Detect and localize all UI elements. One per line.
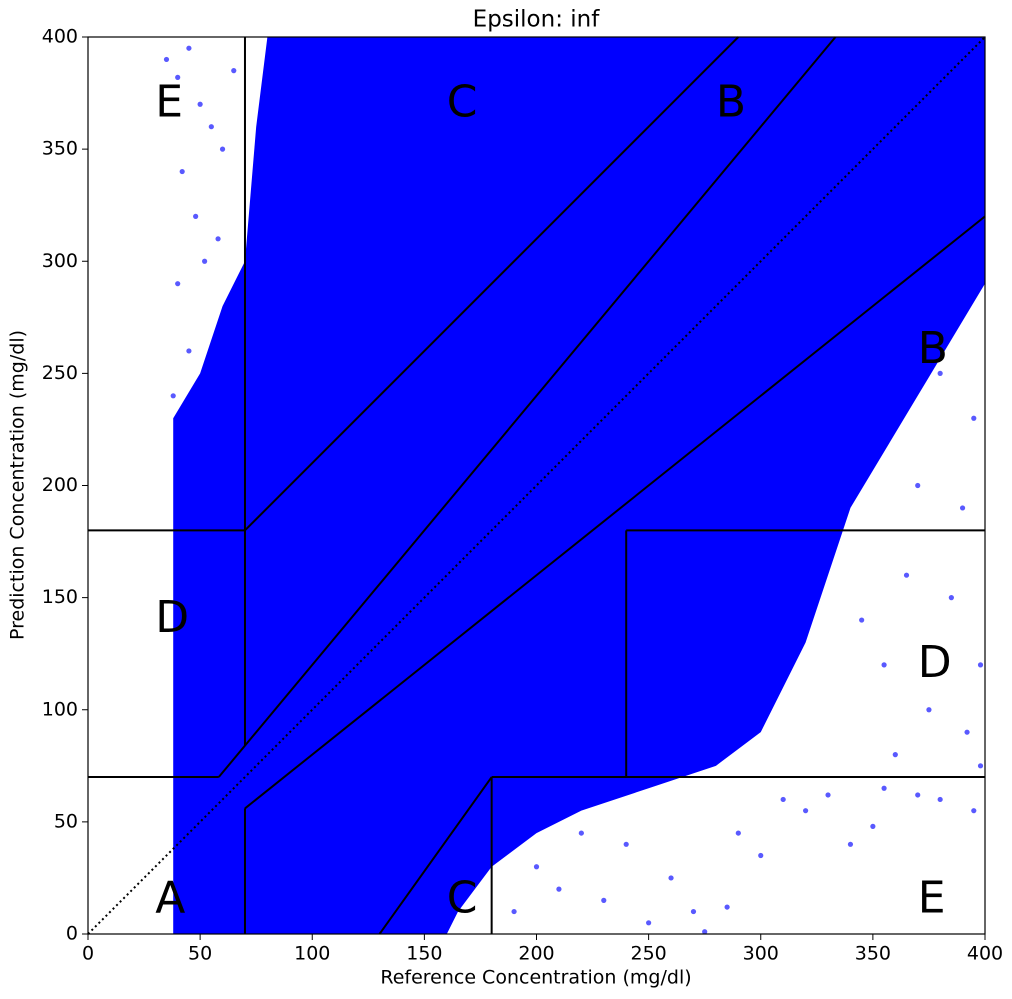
scatter-point <box>977 763 984 769</box>
scatter-point <box>179 168 185 175</box>
x-tick-label: 300 <box>743 943 779 965</box>
scatter-point <box>915 482 921 489</box>
scatter-point <box>202 258 208 264</box>
y-tick-label: 100 <box>42 698 78 720</box>
y-axis-label: Prediction Concentration (mg/dl) <box>7 330 29 640</box>
scatter-point <box>623 841 629 847</box>
scatter-point <box>825 792 831 798</box>
scatter-point <box>847 841 854 847</box>
x-tick-label: 150 <box>406 943 442 965</box>
scatter-point <box>926 707 932 713</box>
scatter-point <box>977 662 984 668</box>
y-tick-label: 150 <box>42 586 78 608</box>
y-tick-label: 350 <box>42 138 78 160</box>
scatter-point <box>556 886 562 892</box>
zone-line <box>244 215 986 810</box>
identity-line <box>87 36 986 935</box>
scatter-point <box>231 68 237 74</box>
scatter-point <box>215 236 221 242</box>
scatter-point <box>578 830 584 836</box>
scatter-point <box>170 393 176 399</box>
x-tick-label: 0 <box>82 943 94 965</box>
scatter-point <box>646 920 652 926</box>
scatter-point <box>702 929 708 935</box>
scatter-point <box>690 908 697 915</box>
scatter-point <box>870 823 876 829</box>
dense-point-cloud <box>173 37 985 934</box>
x-tick-label: 400 <box>967 943 1003 965</box>
scatter-point <box>175 281 181 287</box>
y-tick-label: 200 <box>42 474 78 496</box>
scatter-point <box>758 852 764 859</box>
scatter-point <box>803 808 809 814</box>
x-axis-label: Reference Concentration (mg/dl) <box>380 967 691 989</box>
zone-label: C <box>447 872 478 923</box>
scatter-point <box>903 572 910 578</box>
scatter-point <box>208 124 214 130</box>
zone-line <box>244 36 740 532</box>
chart-title: Epsilon: inf <box>473 7 601 33</box>
scatter-point <box>881 662 887 668</box>
y-tick-label: 400 <box>42 26 78 48</box>
y-tick-label: 300 <box>42 250 78 272</box>
y-tick-label: 0 <box>66 923 78 945</box>
scatter-point <box>881 785 887 791</box>
scatter-point <box>937 370 943 376</box>
zone-label: C <box>447 76 478 127</box>
scatter-point <box>500 841 506 847</box>
scatter-point <box>724 904 730 910</box>
x-tick-label: 50 <box>188 943 212 965</box>
scatter-point <box>964 729 970 735</box>
zone-label: B <box>716 76 746 127</box>
scatter-point <box>186 348 192 354</box>
x-tick-label: 350 <box>855 943 891 965</box>
y-tick-label: 250 <box>42 362 78 384</box>
zone-label: B <box>918 323 948 374</box>
scatter-point <box>219 146 226 152</box>
scatter-point <box>915 792 921 798</box>
x-tick-label: 200 <box>518 943 554 965</box>
y-tick-label: 50 <box>54 810 78 832</box>
scatter-point <box>859 617 865 623</box>
scatter-point <box>193 213 199 219</box>
zone-line <box>218 36 837 778</box>
x-tick-label: 250 <box>630 943 666 965</box>
scatter-point <box>892 325 898 332</box>
zone-label: D <box>155 592 189 643</box>
zone-label: D <box>918 637 952 688</box>
scatter-point <box>533 864 540 870</box>
scatter-point <box>511 908 517 915</box>
zone-line <box>378 776 493 935</box>
x-tick-label: 100 <box>294 943 330 965</box>
scatter-point <box>937 796 943 803</box>
scatter-point <box>780 796 786 803</box>
scatter-point <box>735 830 741 836</box>
scatter-point <box>163 56 170 63</box>
scatter-point <box>892 752 898 758</box>
scatter-point <box>971 415 977 421</box>
scatter-point <box>197 101 203 107</box>
scatter-point <box>224 303 230 309</box>
zone-label: E <box>918 872 946 923</box>
scatter-point <box>668 875 674 881</box>
zone-label: A <box>155 872 185 923</box>
scatter-point <box>971 808 977 814</box>
scatter-point <box>948 595 954 601</box>
scatter-point <box>601 897 607 903</box>
scatter-point <box>959 505 966 511</box>
scatter-point <box>186 45 192 51</box>
zone-label: E <box>155 76 183 127</box>
scatter-point <box>175 74 181 80</box>
